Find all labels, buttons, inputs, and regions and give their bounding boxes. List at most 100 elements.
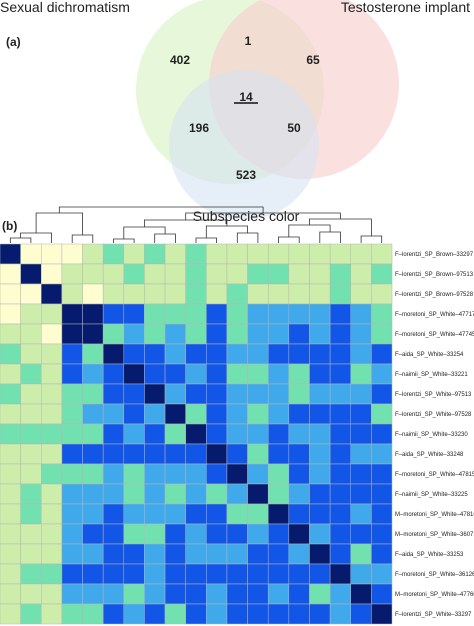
heatmap-cell	[329, 323, 351, 345]
heatmap-cell	[288, 263, 310, 285]
dendrogram-branch	[58, 206, 264, 213]
heatmap-cell	[41, 563, 63, 585]
heatmap-cell	[144, 503, 166, 525]
heatmap-cell	[185, 543, 207, 565]
heatmap-cell	[371, 323, 393, 345]
heatmap-cell	[288, 563, 310, 585]
heatmap-cell	[185, 363, 207, 385]
heatmap-cell	[82, 383, 104, 405]
panel-label-b: (b)	[2, 219, 17, 233]
heatmap-cell	[267, 303, 290, 325]
heatmap-cell	[144, 263, 166, 285]
heatmap-cell	[309, 243, 331, 265]
set-label-dichromatism: Sexual dichromatism	[0, 0, 130, 15]
heatmap-cell	[226, 543, 248, 565]
heatmap-cell	[102, 463, 125, 485]
region-dichromatism-only: 402	[170, 53, 190, 67]
heatmap-cell	[288, 383, 310, 405]
heatmap-cell	[41, 283, 63, 305]
row-label: F–naimii_SP_White–33221	[395, 372, 468, 378]
heatmap-cell	[0, 503, 21, 525]
heatmap-cell	[288, 243, 310, 265]
heatmap-cell	[206, 603, 228, 625]
region-dichromatism-testosterone: 1	[245, 34, 252, 48]
heatmap-cell	[350, 563, 372, 585]
heatmap-cell	[144, 303, 166, 325]
heatmap-cell	[288, 603, 310, 625]
heatmap-cell	[20, 263, 42, 285]
heatmap-cell	[329, 383, 351, 405]
heatmap-cell	[226, 423, 248, 445]
heatmap-cell	[267, 383, 290, 405]
heatmap-cell	[102, 263, 125, 285]
heatmap-cell	[20, 383, 42, 405]
heatmap-cell	[371, 303, 393, 325]
heatmap-cell	[267, 543, 290, 565]
heatmap-cell	[350, 443, 372, 465]
region-subspecies-only: 523	[236, 168, 256, 182]
heatmap-cell	[247, 543, 269, 565]
heatmap-cell	[123, 463, 145, 485]
heatmap-cell	[82, 463, 104, 485]
heatmap-cell	[41, 243, 63, 265]
heatmap-cell	[164, 443, 186, 465]
heatmap-cell	[82, 583, 104, 605]
heatmap-cell	[288, 443, 310, 465]
row-label: F–aida_SP_White–33254	[395, 352, 464, 358]
heatmap-cell	[41, 403, 63, 425]
row-label: F–aida_SP_White–33253	[395, 552, 464, 558]
region-testosterone-subspecies: 50	[287, 121, 301, 135]
heatmap-cell	[309, 483, 331, 505]
heatmap-cell	[0, 383, 21, 405]
heatmap-cell	[309, 583, 331, 605]
heatmap-cell	[350, 303, 372, 325]
heatmap-cell	[350, 543, 372, 565]
heatmap-cell	[102, 583, 125, 605]
heatmap-cell	[102, 503, 125, 525]
heatmap-cell	[123, 303, 145, 325]
heatmap-cell	[247, 363, 269, 385]
heatmap-cell	[123, 363, 145, 385]
heatmap-cell	[226, 363, 248, 385]
heatmap-cell	[329, 303, 351, 325]
heatmap-cell	[206, 443, 228, 465]
heatmap-cell	[350, 503, 372, 525]
heatmap-cell	[144, 323, 166, 345]
heatmap-cell	[41, 463, 63, 485]
heatmap-cell	[247, 443, 269, 465]
heatmap-cell	[371, 243, 393, 265]
dendrogram-branch	[123, 226, 166, 239]
heatmap-cell	[288, 283, 310, 305]
heatmap-cell	[350, 403, 372, 425]
heatmap-cell	[206, 543, 228, 565]
heatmap-cell	[185, 463, 207, 485]
heatmap-cell	[164, 363, 186, 385]
heatmap-cell	[267, 283, 290, 305]
heatmap-cell	[20, 463, 42, 485]
heatmap-cell	[164, 283, 186, 305]
heatmap-cell	[371, 403, 393, 425]
heatmap-cell	[226, 243, 248, 265]
heatmap-cell	[329, 603, 351, 625]
heatmap-cell	[0, 323, 21, 345]
heatmap-cell	[41, 343, 63, 365]
heatmap-cell	[247, 243, 269, 265]
heatmap-cell	[371, 583, 393, 605]
heatmap-cell	[288, 323, 310, 345]
dendrogram-branch	[236, 232, 259, 243]
heatmap-cell	[144, 403, 166, 425]
heatmap-cell	[61, 423, 83, 445]
heatmap-cell	[206, 483, 228, 505]
heatmap-cell	[61, 283, 83, 305]
heatmap-cell	[164, 383, 186, 405]
heatmap-cell	[144, 343, 166, 365]
heatmap-cell	[226, 583, 248, 605]
heatmap-cell	[61, 263, 83, 285]
heatmap-cell	[123, 423, 145, 445]
heatmap-cell	[329, 583, 351, 605]
heatmap-cell	[329, 363, 351, 385]
heatmap-title: Subspecies color	[193, 208, 300, 224]
heatmap-cell	[206, 403, 228, 425]
heatmap-cell	[329, 543, 351, 565]
heatmap-cell	[61, 583, 83, 605]
